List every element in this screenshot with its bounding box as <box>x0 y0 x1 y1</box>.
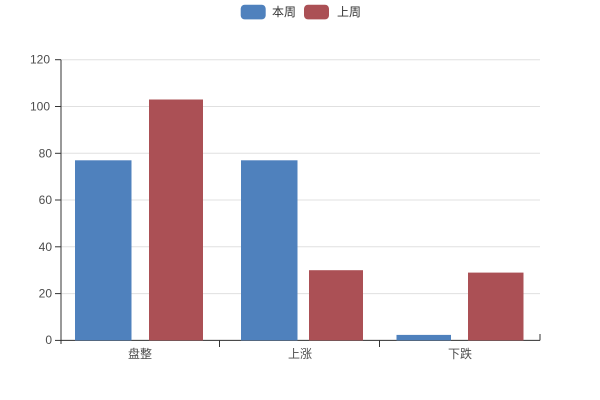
svg-text:上周: 上周 <box>337 5 361 19</box>
svg-text:下跌: 下跌 <box>448 346 472 361</box>
svg-text:0: 0 <box>45 333 52 347</box>
svg-text:120: 120 <box>30 53 50 67</box>
svg-text:本周: 本周 <box>272 5 296 19</box>
svg-text:100: 100 <box>30 100 50 114</box>
svg-text:40: 40 <box>39 240 53 254</box>
svg-text:60: 60 <box>39 193 53 207</box>
svg-text:80: 80 <box>39 146 53 160</box>
svg-text:20: 20 <box>39 287 53 301</box>
svg-text:盘整: 盘整 <box>128 346 152 361</box>
svg-text:上涨: 上涨 <box>288 346 312 361</box>
